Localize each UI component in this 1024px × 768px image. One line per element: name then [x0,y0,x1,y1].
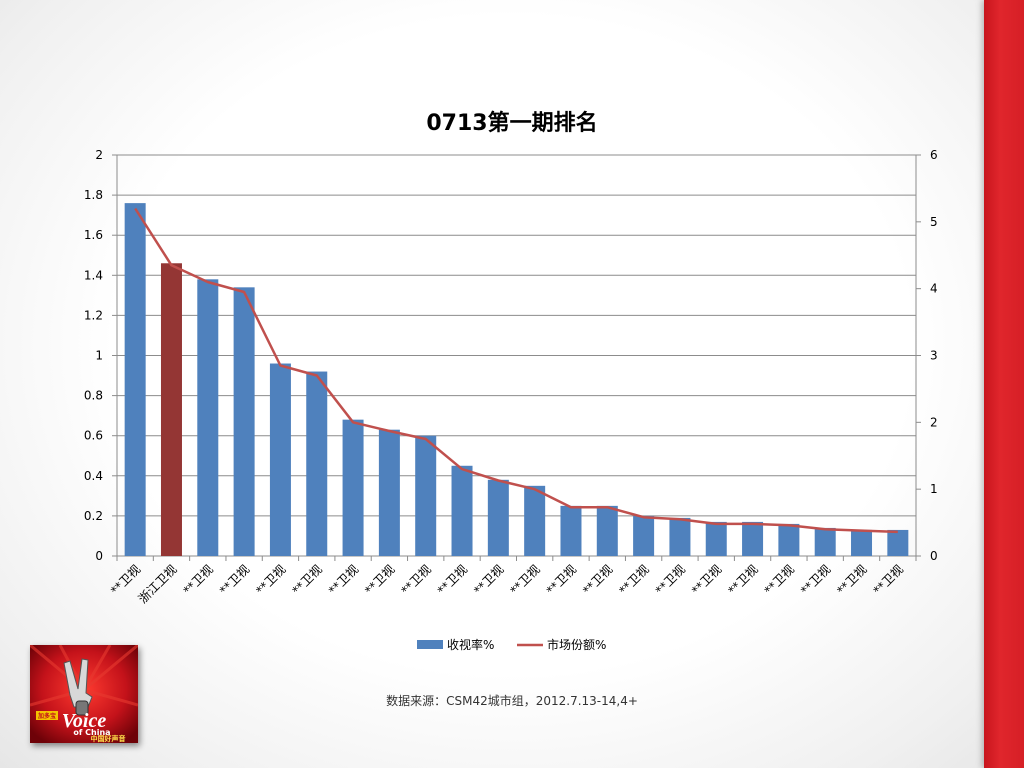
right-tick-label: 6 [930,148,938,162]
bar [233,287,255,556]
left-tick-label: 1.6 [84,228,103,242]
left-y-axis: 0 0.2 0.4 0.6 0.8 1 1.2 1.4 1.6 1.8 2 [84,148,118,563]
line-series [134,207,898,534]
bar [560,505,582,556]
left-tick-label: 0 [95,549,103,563]
bar [378,429,400,556]
legend-bar-label: 收视率% [447,637,494,652]
x-tick-label: **卫视 [325,562,361,598]
x-tick-label: **卫视 [507,562,543,598]
x-tick-label: **卫视 [579,562,615,598]
legend: 收视率% 市场份额% [417,637,606,652]
right-tick-label: 1 [930,482,938,496]
bar [415,435,437,556]
x-tick-label: 浙江卫视 [135,562,180,607]
bar [524,485,546,556]
x-tick-label: **卫视 [252,562,288,598]
x-tick-label: **卫视 [216,562,252,598]
x-tick-label: **卫视 [180,562,216,598]
bar [160,263,182,556]
x-tick-label: **卫视 [834,562,870,598]
bar [633,515,655,556]
bar [742,521,764,556]
market-share-line [134,207,898,534]
right-tick-label: 4 [930,282,938,296]
bar [887,529,909,556]
logo-sponsor-text: 加多宝 [37,712,56,720]
left-tick-label: 1.2 [84,308,103,322]
x-tick-label: **卫视 [289,562,325,598]
voice-of-china-logo-icon: 加多宝 Voice of China 中国好声音 [30,645,138,743]
x-tick-label: **卫视 [470,562,506,598]
left-tick-label: 1.8 [84,188,103,202]
chart-title: 0713第一期排名 [426,110,597,136]
legend-line-label: 市场份额% [547,637,606,652]
x-tick-label: **卫视 [652,562,688,598]
right-tick-label: 0 [930,549,938,563]
left-tick-label: 1.4 [84,268,103,282]
x-tick-label: **卫视 [616,562,652,598]
left-tick-label: 0.6 [84,429,103,443]
bar [487,479,509,556]
left-tick-label: 1 [95,349,103,363]
right-tick-label: 3 [930,349,938,363]
right-tick-label: 5 [930,215,938,229]
bar [306,371,328,556]
x-tick-label: **卫视 [688,562,724,598]
logo-sub-text: of China [73,728,110,737]
bar [197,279,219,556]
x-tick-label: **卫视 [725,562,761,598]
bar [778,523,800,556]
x-tick-label: **卫视 [797,562,833,598]
left-tick-label: 0.8 [84,389,103,403]
right-y-axis: 0 1 2 3 4 5 6 [915,148,938,563]
logo-main-text: Voice [62,710,107,732]
right-tick-label: 2 [930,415,938,429]
bar [269,363,291,556]
bar [814,527,836,556]
x-tick-label: **卫视 [398,562,434,598]
x-tick-label: **卫视 [761,562,797,598]
bar [669,517,691,556]
bar [851,529,873,556]
voice-of-china-logo: 加多宝 Voice of China 中国好声音 [30,645,138,743]
x-tick-label: **卫视 [107,562,143,598]
bar-series [124,203,909,556]
bar [124,203,146,556]
left-tick-label: 0.4 [84,469,103,483]
x-tick-label: **卫视 [543,562,579,598]
bar [705,521,727,556]
x-tick-label: **卫视 [870,562,906,598]
x-tick-label: **卫视 [361,562,397,598]
left-tick-label: 0.2 [84,509,103,523]
bar [451,465,473,556]
bar [342,419,364,556]
left-tick-label: 2 [95,148,103,162]
x-tick-label: **卫视 [434,562,470,598]
logo-cn-text: 中国好声音 [91,734,126,743]
red-side-band [984,0,1024,768]
legend-bar-swatch [417,640,443,649]
bar [596,505,618,556]
data-source-note: 数据来源：CSM42城市组，2012.7.13-14,4+ [386,694,638,708]
